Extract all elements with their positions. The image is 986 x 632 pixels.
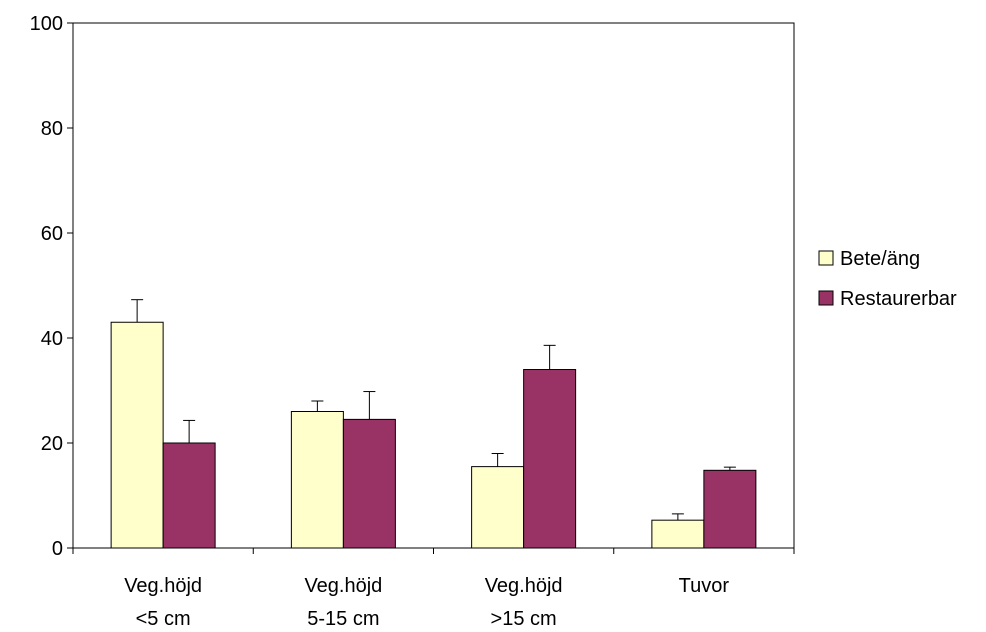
bar — [162, 442, 216, 549]
bar — [651, 519, 705, 549]
x-category-label: Veg.höjd — [485, 575, 563, 597]
x-category-label: 5-15 cm — [307, 608, 379, 630]
y-tick-label: 60 — [41, 223, 63, 245]
error-bars — [131, 299, 736, 521]
legend-label: Restaurerbar — [840, 288, 957, 310]
bar — [290, 411, 344, 549]
bars — [110, 321, 757, 549]
bar — [342, 418, 396, 549]
legend-swatch — [818, 290, 834, 306]
x-category-label: Veg.höjd — [304, 575, 382, 597]
legend-label: Bete/äng — [840, 248, 920, 270]
bar — [523, 369, 577, 549]
legend-swatch — [818, 250, 834, 266]
bar — [703, 469, 757, 549]
x-category-label: >15 cm — [491, 608, 557, 630]
y-tick-label: 20 — [41, 433, 63, 455]
bar — [110, 321, 164, 549]
x-category-label: <5 cm — [136, 608, 191, 630]
y-tick-label: 40 — [41, 328, 63, 350]
x-category-label: Veg.höjd — [124, 575, 202, 597]
x-axis: Veg.höjd <5 cm Veg.höjd 5-15 cm Veg.höjd >15 … — [72, 548, 795, 630]
y-tick-label: 100 — [30, 13, 63, 35]
y-tick-label: 80 — [41, 118, 63, 140]
legend: Bete/äng Restaurerbar — [818, 248, 957, 310]
x-category-label: Tuvor — [679, 575, 730, 597]
y-tick-label: 0 — [52, 538, 63, 560]
y-axis: 0 20 40 60 80 100 — [30, 13, 73, 560]
bar — [471, 466, 525, 549]
